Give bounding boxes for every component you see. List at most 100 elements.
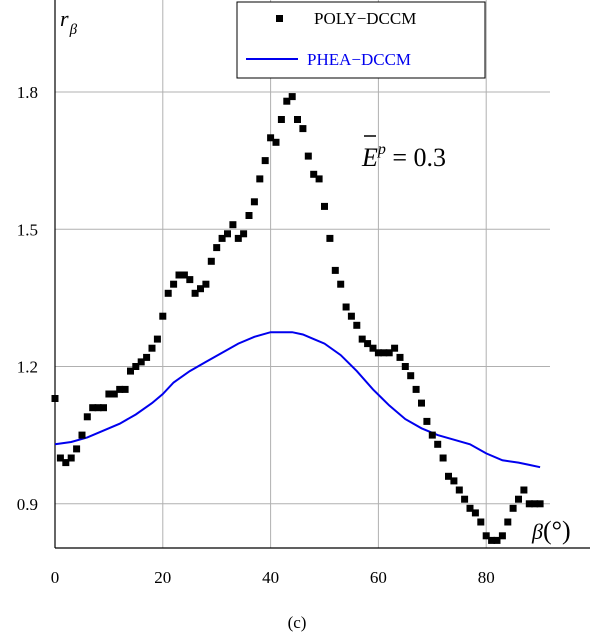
point-poly-dccm-46: [299, 125, 307, 133]
point-poly-dccm-79: [477, 518, 485, 526]
point-poly-dccm-85: [509, 504, 517, 512]
point-poly-dccm-48: [310, 170, 318, 178]
point-poly-dccm-45: [294, 116, 301, 123]
point-poly-dccm-66: [407, 372, 415, 380]
point-poly-dccm-43: [283, 97, 291, 105]
figure-caption: (c): [288, 613, 307, 632]
point-poly-dccm-19: [153, 335, 161, 343]
annotation-suffix: = 0.3: [386, 143, 446, 172]
point-poly-dccm-3: [67, 454, 75, 462]
x-tick-label-3: 60: [370, 568, 387, 587]
point-poly-dccm-44: [288, 93, 296, 101]
x-tick-label-2: 40: [262, 568, 279, 587]
point-poly-dccm-72: [439, 454, 447, 462]
point-poly-dccm-57: [358, 335, 366, 343]
point-poly-dccm-14: [127, 367, 134, 375]
point-poly-dccm-21: [164, 289, 172, 297]
point-poly-dccm-70: [428, 431, 436, 439]
x-axis-label: β(°): [531, 516, 571, 545]
legend-marker-poly-dccm: [276, 15, 283, 22]
x-tick-label-4: 80: [478, 568, 495, 587]
point-poly-dccm-27: [197, 285, 204, 293]
point-poly-dccm-78: [471, 509, 479, 517]
point-poly-dccm-25: [186, 276, 194, 284]
point-poly-dccm-30: [213, 244, 221, 252]
point-poly-dccm-71: [434, 440, 442, 448]
point-poly-dccm-69: [423, 417, 431, 425]
point-poly-dccm-89: [531, 500, 539, 508]
series-poly-dccm: [51, 93, 544, 544]
point-poly-dccm-41: [272, 138, 280, 146]
point-poly-dccm-42: [277, 116, 285, 123]
point-poly-dccm-65: [401, 363, 409, 370]
point-poly-dccm-18: [148, 344, 156, 352]
x-axis-label-unit: (°): [543, 516, 571, 545]
point-poly-dccm-39: [261, 157, 269, 165]
point-poly-dccm-50: [321, 202, 328, 210]
line-phea-dccm: [54, 331, 541, 469]
legend-label-poly-dccm: POLY−DCCM: [314, 9, 416, 28]
point-poly-dccm-7: [89, 404, 97, 412]
point-poly-dccm-8: [94, 404, 102, 412]
annotation: Ep = 0.3: [361, 141, 446, 172]
point-poly-dccm-36: [245, 212, 253, 219]
point-poly-dccm-35: [240, 230, 248, 238]
point-poly-dccm-67: [412, 385, 420, 393]
point-poly-dccm-20: [159, 312, 167, 320]
point-poly-dccm-15: [132, 363, 140, 370]
series-phea-dccm: [54, 331, 541, 469]
y-axis-label-subscript: β: [69, 22, 78, 38]
point-poly-dccm-51: [326, 234, 334, 242]
point-poly-dccm-37: [250, 198, 258, 206]
point-poly-dccm-31: [218, 234, 226, 242]
point-poly-dccm-17: [143, 353, 151, 361]
point-poly-dccm-34: [234, 234, 242, 242]
y-tick-label-2: 1.5: [17, 220, 38, 239]
axes: [54, 0, 590, 549]
point-poly-dccm-80: [482, 532, 490, 540]
point-poly-dccm-6: [83, 413, 91, 421]
point-poly-dccm-13: [121, 385, 129, 393]
point-poly-dccm-4: [73, 445, 81, 453]
point-poly-dccm-24: [180, 271, 188, 279]
point-poly-dccm-29: [207, 257, 215, 265]
point-poly-dccm-23: [175, 271, 183, 279]
point-poly-dccm-40: [267, 134, 275, 142]
point-poly-dccm-75: [455, 486, 463, 494]
point-poly-dccm-60: [374, 349, 382, 357]
tick-labels: 0 20 40 60 80 0.9 1.2 1.5 1.8: [17, 83, 495, 587]
point-poly-dccm-12: [116, 385, 124, 393]
point-poly-dccm-28: [202, 280, 210, 288]
point-poly-dccm-10: [105, 390, 113, 398]
point-poly-dccm-84: [504, 518, 512, 526]
x-tick-label-1: 20: [154, 568, 171, 587]
x-tick-label-0: 0: [51, 568, 60, 587]
point-poly-dccm-74: [450, 477, 458, 485]
point-poly-dccm-64: [396, 353, 404, 361]
point-poly-dccm-55: [347, 312, 355, 320]
point-poly-dccm-5: [78, 431, 86, 439]
point-poly-dccm-32: [224, 230, 231, 238]
point-poly-dccm-47: [304, 152, 312, 160]
point-poly-dccm-63: [391, 344, 399, 352]
point-poly-dccm-81: [488, 536, 496, 544]
point-poly-dccm-52: [331, 266, 339, 274]
point-poly-dccm-56: [353, 321, 361, 329]
point-poly-dccm-61: [380, 349, 388, 357]
point-poly-dccm-82: [493, 536, 501, 544]
grid: [55, 0, 550, 548]
point-poly-dccm-87: [520, 486, 528, 494]
point-poly-dccm-73: [445, 472, 452, 480]
point-poly-dccm-11: [110, 390, 118, 398]
point-poly-dccm-62: [385, 349, 393, 357]
y-tick-label-0: 0.9: [17, 495, 38, 514]
point-poly-dccm-9: [100, 404, 107, 412]
point-poly-dccm-76: [461, 495, 469, 503]
point-poly-dccm-0: [51, 395, 59, 402]
legend-box: [236, 1, 486, 79]
point-poly-dccm-49: [315, 175, 323, 183]
point-poly-dccm-16: [137, 358, 145, 366]
point-poly-dccm-2: [62, 459, 70, 467]
x-axis-label-symbol: β: [531, 519, 543, 544]
